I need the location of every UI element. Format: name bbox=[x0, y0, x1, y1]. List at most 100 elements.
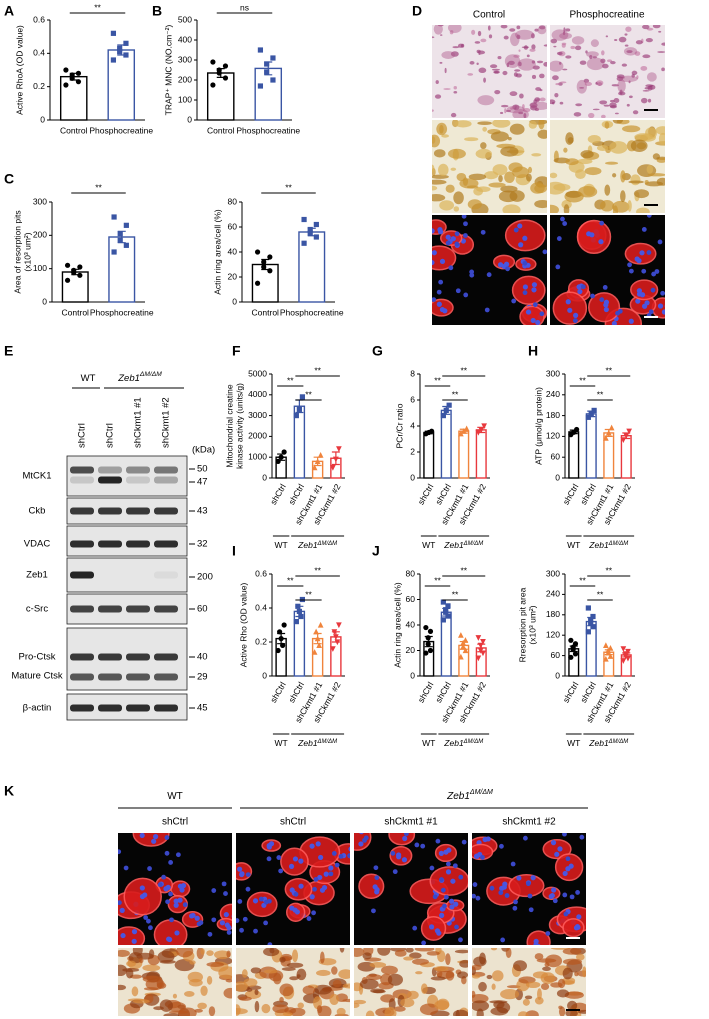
data-point bbox=[331, 629, 338, 635]
nucleus bbox=[373, 865, 379, 871]
cell bbox=[619, 89, 623, 95]
data-point bbox=[475, 429, 482, 436]
nucleus bbox=[414, 842, 420, 848]
pit bbox=[142, 975, 162, 983]
osteoclast bbox=[542, 839, 572, 860]
band bbox=[126, 673, 150, 681]
pit bbox=[339, 948, 345, 953]
label-sup: ΔM/ΔM bbox=[139, 371, 162, 378]
band bbox=[98, 540, 122, 548]
nucleus bbox=[407, 833, 409, 834]
osteoclast bbox=[511, 275, 546, 305]
data-point bbox=[333, 634, 339, 641]
cell bbox=[553, 45, 557, 48]
pit bbox=[126, 960, 136, 967]
nucleus bbox=[309, 894, 315, 900]
cell bbox=[476, 49, 481, 54]
pit bbox=[142, 964, 161, 972]
data-point bbox=[64, 277, 71, 283]
pit bbox=[387, 973, 403, 986]
nucleus bbox=[472, 882, 478, 887]
nucleus bbox=[480, 229, 486, 235]
y-axis-label: (x10³ um²) bbox=[22, 232, 32, 271]
pit bbox=[263, 948, 280, 957]
significance-label: ** bbox=[287, 375, 294, 385]
bar bbox=[568, 431, 580, 479]
cell bbox=[571, 36, 585, 45]
label-text: Zeb1 bbox=[443, 738, 464, 748]
cell bbox=[453, 90, 458, 94]
size-marker: 45 bbox=[197, 703, 208, 714]
cell bbox=[452, 46, 460, 49]
pit bbox=[393, 1006, 406, 1012]
cell bbox=[645, 38, 653, 43]
pit bbox=[200, 985, 208, 996]
pit bbox=[432, 179, 447, 185]
pit bbox=[438, 163, 449, 177]
data-point bbox=[301, 216, 307, 223]
nucleus bbox=[421, 940, 426, 945]
label-text: WT bbox=[567, 738, 580, 748]
nucleus bbox=[598, 239, 604, 245]
protein-label: VDAC bbox=[24, 539, 51, 550]
cell bbox=[583, 78, 590, 83]
data-point bbox=[210, 59, 216, 65]
cell bbox=[477, 30, 482, 37]
band bbox=[154, 673, 178, 681]
nucleus bbox=[636, 258, 642, 264]
data-point bbox=[607, 653, 614, 659]
nucleus bbox=[432, 259, 435, 266]
data-point bbox=[123, 222, 129, 228]
pit bbox=[644, 179, 649, 185]
cell bbox=[601, 50, 605, 56]
pit bbox=[241, 969, 248, 978]
nucleus bbox=[374, 875, 380, 881]
label-text: WT bbox=[275, 738, 288, 748]
nucleus bbox=[211, 917, 217, 923]
y-tick-label: 20 bbox=[406, 645, 416, 655]
nucleus bbox=[627, 262, 632, 268]
y-tick-label: 240 bbox=[546, 589, 560, 599]
data-point bbox=[590, 613, 596, 620]
significance-label: ** bbox=[94, 2, 101, 12]
cell bbox=[607, 59, 613, 62]
category-label: shCtrl bbox=[416, 680, 436, 704]
pit bbox=[206, 950, 214, 956]
nucleus bbox=[119, 907, 125, 913]
pit bbox=[492, 970, 504, 982]
data-point bbox=[572, 651, 579, 657]
nucleus bbox=[554, 851, 560, 857]
protein-label: β-actin bbox=[23, 703, 52, 714]
pit bbox=[453, 191, 464, 205]
pit bbox=[537, 129, 547, 139]
cell bbox=[636, 75, 639, 80]
cell bbox=[543, 44, 547, 47]
nucleus bbox=[575, 890, 580, 895]
nucleus bbox=[312, 886, 317, 892]
nucleus bbox=[436, 301, 442, 307]
lane-label: shCtrl bbox=[77, 423, 88, 448]
pit bbox=[279, 956, 286, 963]
cell bbox=[614, 38, 618, 42]
data-point bbox=[330, 465, 336, 471]
data-point bbox=[299, 394, 305, 400]
data-point bbox=[446, 402, 452, 408]
data-point bbox=[281, 449, 287, 455]
band bbox=[126, 605, 150, 613]
nucleus bbox=[500, 937, 506, 943]
pit bbox=[118, 964, 128, 977]
nucleus bbox=[437, 229, 444, 235]
panel-letter: E bbox=[4, 343, 13, 359]
data-point bbox=[75, 70, 82, 76]
nucleus bbox=[292, 856, 299, 862]
cell bbox=[602, 63, 609, 69]
significance-label: ** bbox=[605, 565, 612, 575]
pit bbox=[432, 185, 438, 191]
data-point bbox=[75, 79, 82, 85]
nucleus bbox=[562, 892, 568, 898]
pit bbox=[567, 1000, 578, 1011]
category-label: Control bbox=[62, 307, 90, 317]
pit bbox=[332, 979, 342, 988]
pit bbox=[188, 978, 203, 987]
y-tick-label: 0.6 bbox=[33, 14, 45, 24]
